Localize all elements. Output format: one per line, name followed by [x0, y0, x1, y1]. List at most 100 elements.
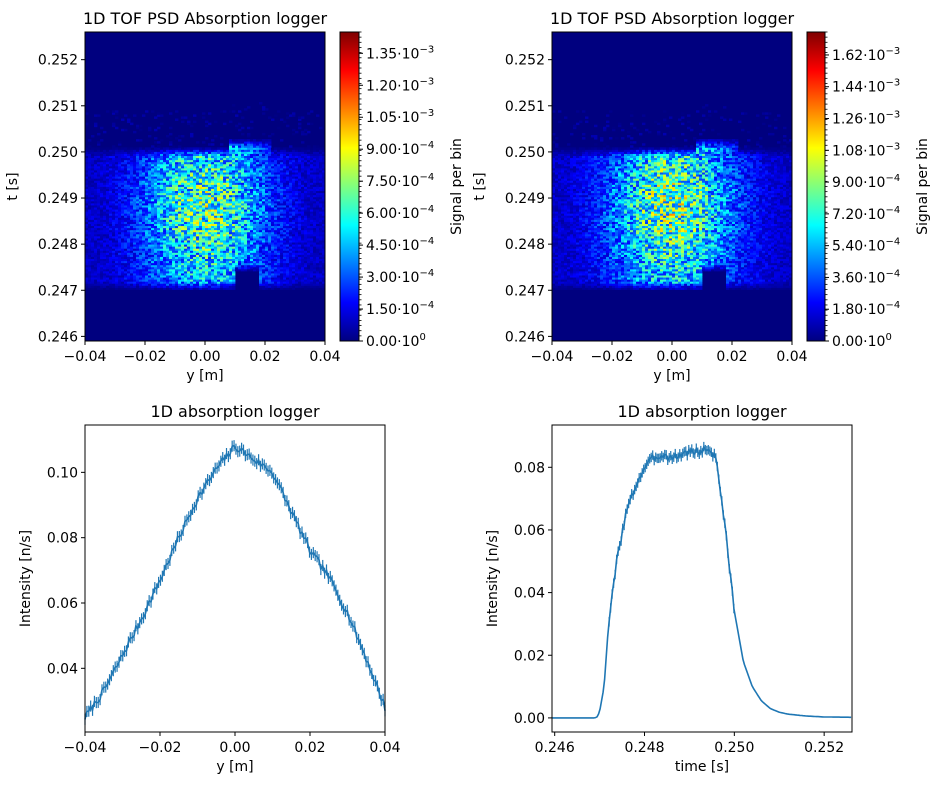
heatmap-cell [262, 287, 266, 290]
heatmap-cell [259, 273, 263, 276]
heatmap-cell [283, 188, 287, 192]
heatmap-cell [160, 159, 164, 163]
heatmap-cell [214, 172, 218, 175]
heatmap-cell [142, 207, 146, 210]
heatmap-cell [223, 184, 227, 187]
heatmap-cell [178, 159, 182, 163]
heatmap-cell [253, 227, 257, 231]
heatmap-cell [277, 244, 281, 247]
heatmap-cell [244, 170, 248, 173]
heatmap-cell [130, 223, 134, 227]
heatmap-cell [226, 252, 230, 255]
heatmap-cell [301, 254, 305, 257]
heatmap-cell [148, 229, 152, 233]
heatmap-cell [88, 198, 92, 202]
heatmap-cell [307, 219, 311, 222]
heatmap-cell [283, 264, 287, 268]
heatmap-cell [241, 165, 245, 169]
heatmap-cell [139, 231, 143, 235]
heatmap-cell [274, 231, 278, 235]
heatmap-cell [139, 219, 143, 222]
heatmap-cell [259, 176, 263, 179]
heatmap-cell [274, 254, 278, 257]
heatmap-cell [151, 281, 155, 284]
heatmap-cell [160, 227, 164, 231]
heatmap-cell [136, 215, 140, 218]
heatmap-cell [292, 262, 296, 266]
heatmap-cell [208, 163, 212, 167]
heatmap-cell [115, 225, 119, 229]
heatmap-cell [118, 223, 122, 227]
heatmap-cell [157, 227, 161, 231]
heatmap-cell [199, 281, 203, 284]
heatmap-cell [208, 186, 212, 189]
heatmap-cell [283, 174, 287, 177]
heatmap-cell [169, 196, 173, 200]
heatmap-cell [289, 277, 293, 280]
heatmap-cell [265, 184, 269, 187]
heatmap-cell [277, 275, 281, 278]
heatmap-cell [313, 178, 317, 181]
heatmap-cell [166, 184, 170, 187]
heatmap-cell [208, 225, 212, 229]
heatmap-cell [298, 283, 302, 286]
heatmap-cell [301, 233, 305, 237]
heatmap-cell [97, 270, 101, 274]
heatmap-cell [238, 215, 242, 218]
heatmap-cell [289, 211, 293, 214]
heatmap-cell [172, 194, 176, 198]
heatmap-cell [277, 277, 281, 280]
heatmap-cell [163, 182, 167, 185]
heatmap-cell [103, 172, 107, 175]
heatmap-cell [256, 211, 260, 214]
heatmap-cell [151, 223, 155, 227]
heatmap-cell [274, 172, 278, 175]
heatmap-cell [106, 207, 110, 210]
heatmap-cell [271, 260, 275, 264]
heatmap-cell [277, 254, 281, 257]
heatmap-cell [118, 262, 122, 266]
heatmap-cell [94, 161, 98, 165]
heatmap-cell [238, 252, 242, 255]
heatmap-cell [130, 238, 134, 241]
heatmap-cell [277, 205, 281, 208]
heatmap-cell [109, 163, 113, 167]
heatmap-cell [196, 211, 200, 214]
heatmap-cell [316, 184, 320, 187]
heatmap-cell [256, 161, 260, 165]
heatmap-cell [136, 285, 140, 288]
heatmap-cell [88, 252, 92, 255]
heatmap-cell [190, 270, 194, 274]
heatmap-cell [310, 205, 314, 208]
heatmap-cell [265, 231, 269, 235]
heatmap-cell [289, 279, 293, 282]
heatmap-cell [85, 174, 89, 177]
heatmap-cell [247, 167, 251, 171]
heatmap-cell [139, 184, 143, 187]
heatmap-cell [109, 202, 113, 206]
heatmap-cell [265, 287, 269, 290]
heatmap-cell [256, 252, 260, 255]
heatmap-cell [112, 211, 116, 214]
heatmap-cell [310, 260, 314, 264]
heatmap-cell [193, 194, 197, 198]
heatmap-cell [145, 182, 149, 185]
heatmap-cell [199, 198, 203, 202]
heatmap-cell [190, 238, 194, 241]
heatmap-cell [127, 244, 131, 247]
heatmap-cell [151, 190, 155, 194]
heatmap-cell [268, 227, 272, 231]
heatmap-cell [322, 229, 326, 233]
heatmap-cell [265, 262, 269, 266]
heatmap-cell [127, 258, 131, 262]
heatmap-cell [271, 270, 275, 274]
heatmap-cell [139, 248, 143, 251]
heatmap-cell [178, 188, 182, 192]
heatmap-cell [145, 242, 149, 245]
heatmap-cell [208, 250, 212, 253]
heatmap-cell [253, 200, 257, 204]
heatmap-cell [280, 264, 284, 268]
heatmap-cell [307, 167, 311, 171]
heatmap-cell [307, 163, 311, 167]
heatmap-cell [202, 279, 206, 282]
